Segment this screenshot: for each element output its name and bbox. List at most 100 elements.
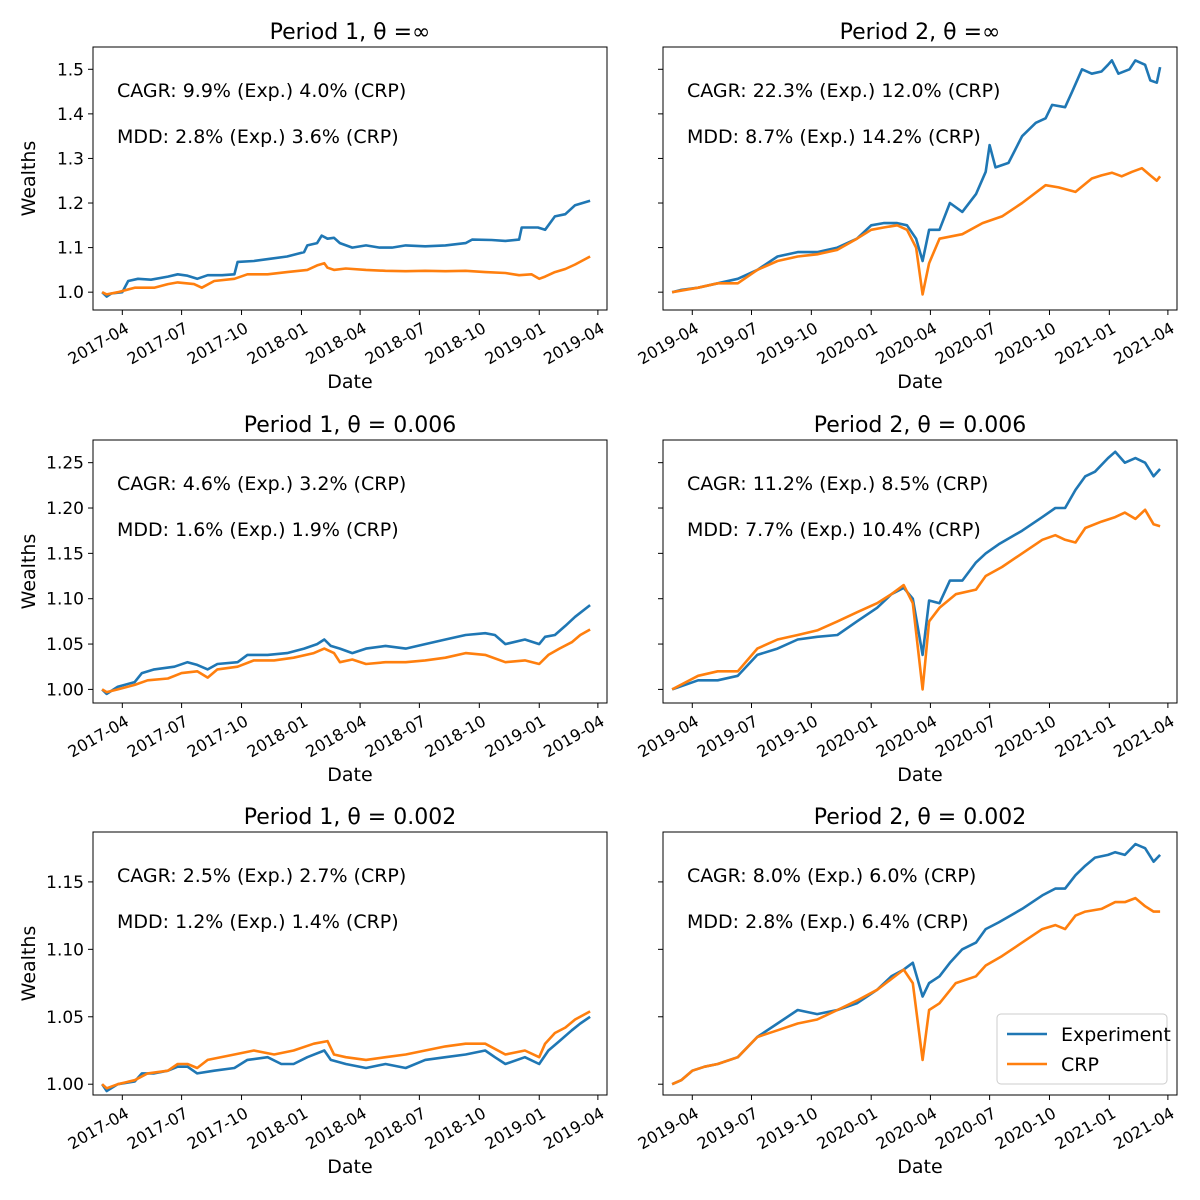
series-line-experiment xyxy=(101,199,591,298)
x-axis-label: Date xyxy=(897,1156,942,1178)
x-tick-label: 2019-10 xyxy=(754,318,821,368)
x-axis-label: Date xyxy=(327,1156,372,1178)
x-tick-label: 2020-01 xyxy=(814,1103,881,1153)
x-tick-label: 2018-04 xyxy=(302,1103,369,1153)
x-tick-label: 2017-04 xyxy=(65,1103,132,1153)
x-tick-label: 2019-01 xyxy=(482,1103,549,1153)
x-tick-label: 2021-04 xyxy=(1110,711,1177,761)
x-tick-label: 2020-04 xyxy=(873,318,940,368)
subplot-5: Period 1, θ = 0.002 1.00 1.05 1.10 1.15 Wealt… xyxy=(18,805,608,1178)
cagr-annotation: CAGR: 22.3% (Exp.) 12.0% (CRP) xyxy=(687,80,1000,102)
x-axis-label: Date xyxy=(897,371,942,393)
plot-frame xyxy=(662,831,1178,1096)
y-tick-label: 1.00 xyxy=(46,680,84,700)
x-axis-label: Date xyxy=(327,371,372,393)
x-tick-label: 2019-04 xyxy=(635,711,702,761)
x-tick-label: 2019-01 xyxy=(482,711,549,761)
series-line-crp xyxy=(671,508,1161,691)
mdd-annotation: MDD: 8.7% (Exp.) 14.2% (CRP) xyxy=(687,126,981,148)
subplot-title: Period 1, θ = 0.002 xyxy=(244,805,456,830)
x-tick-label: 2019-01 xyxy=(482,318,549,368)
y-tick-label: 1.0 xyxy=(57,283,84,303)
x-tick-label: 2018-07 xyxy=(362,1103,429,1153)
x-tick-label: 2020-07 xyxy=(932,1103,999,1153)
cagr-annotation: CAGR: 2.5% (Exp.) 2.7% (CRP) xyxy=(117,865,406,887)
y-tick-label: 1.5 xyxy=(57,60,84,80)
y-tick-label: 1.1 xyxy=(57,239,84,259)
subplot-1: Period 1, θ =∞ 1.0 1.1 1.2 1.3 1.4 1.5 Wealths 2… xyxy=(18,20,608,393)
plot-frame xyxy=(92,439,608,704)
y-tick-label: 1.05 xyxy=(46,635,84,655)
x-tick-label: 2019-04 xyxy=(540,1103,607,1153)
plot-frame xyxy=(662,46,1178,311)
x-tick-label: 2018-01 xyxy=(244,1103,311,1153)
x-tick-label: 2017-10 xyxy=(184,711,251,761)
subplot-title: Period 2, θ =∞ xyxy=(840,20,1001,45)
y-tick-label: 1.15 xyxy=(46,544,84,564)
x-tick-label: 2018-07 xyxy=(362,318,429,368)
x-tick-label: 2019-10 xyxy=(754,1103,821,1153)
x-tick-label: 2017-07 xyxy=(124,318,191,368)
subplot-title: Period 1, θ =∞ xyxy=(270,20,431,45)
subplot-6: Period 2, θ = 0.002 2019-042019-072019-10… xyxy=(635,805,1178,1178)
x-tick-label: 2019-04 xyxy=(635,318,702,368)
y-tick-label: 1.10 xyxy=(46,590,84,610)
x-tick-label: 2018-10 xyxy=(422,711,489,761)
x-tick-label: 2018-01 xyxy=(244,711,311,761)
plot-frame xyxy=(662,439,1178,704)
x-tick-label: 2019-07 xyxy=(694,711,761,761)
y-tick-label: 1.3 xyxy=(57,149,84,169)
subplot-3: Period 1, θ = 0.006 1.00 1.05 1.10 1.15 1.20 1… xyxy=(18,413,608,786)
mdd-annotation: MDD: 2.8% (Exp.) 6.4% (CRP) xyxy=(687,911,969,933)
x-tick-label: 2018-10 xyxy=(422,1103,489,1153)
y-axis-label: Wealths xyxy=(18,926,40,1002)
y-tick-label: 1.10 xyxy=(46,940,84,960)
series-line-crp xyxy=(101,255,591,296)
x-tick-label: 2020-07 xyxy=(932,318,999,368)
plot-frame xyxy=(92,46,608,311)
x-tick-label: 2017-04 xyxy=(65,711,132,761)
series-line-experiment xyxy=(101,1015,591,1093)
x-tick-label: 2017-07 xyxy=(124,711,191,761)
x-tick-label: 2019-04 xyxy=(540,711,607,761)
x-tick-label: 2017-04 xyxy=(65,318,132,368)
x-tick-label: 2020-10 xyxy=(992,711,1059,761)
x-tick-label: 2021-01 xyxy=(1052,711,1119,761)
plot-frame xyxy=(92,831,608,1096)
y-tick-label: 1.4 xyxy=(57,105,84,125)
x-tick-label: 2019-10 xyxy=(754,711,821,761)
cagr-annotation: CAGR: 9.9% (Exp.) 4.0% (CRP) xyxy=(117,80,406,102)
mdd-annotation: MDD: 1.2% (Exp.) 1.4% (CRP) xyxy=(117,911,399,933)
x-tick-label: 2017-10 xyxy=(184,1103,251,1153)
x-tick-label: 2021-01 xyxy=(1052,1103,1119,1153)
series-line-crp xyxy=(671,166,1162,296)
legend-box xyxy=(996,1013,1168,1085)
x-axis-label: Date xyxy=(897,764,942,786)
x-tick-label: 2019-04 xyxy=(540,318,607,368)
legend: Experiment CRP xyxy=(996,1013,1171,1085)
x-tick-label: 2018-07 xyxy=(362,711,429,761)
cagr-annotation: CAGR: 11.2% (Exp.) 8.5% (CRP) xyxy=(687,473,988,495)
x-tick-label: 2018-04 xyxy=(302,711,369,761)
y-tick-label: 1.15 xyxy=(46,873,84,893)
x-tick-label: 2020-10 xyxy=(992,318,1059,368)
x-tick-label: 2018-04 xyxy=(302,318,369,368)
y-tick-label: 1.20 xyxy=(46,499,84,519)
x-tick-label: 2017-07 xyxy=(124,1103,191,1153)
y-tick-label: 1.25 xyxy=(46,454,84,474)
x-tick-label: 2020-04 xyxy=(873,711,940,761)
x-tick-label: 2019-07 xyxy=(694,318,761,368)
y-tick-label: 1.05 xyxy=(46,1008,84,1028)
series-line-experiment xyxy=(671,59,1162,294)
cagr-annotation: CAGR: 4.6% (Exp.) 3.2% (CRP) xyxy=(117,473,406,495)
y-axis-label: Wealths xyxy=(18,141,40,217)
series-line-crp xyxy=(101,628,591,694)
cagr-annotation: CAGR: 8.0% (Exp.) 6.0% (CRP) xyxy=(687,865,976,887)
series-line-experiment xyxy=(101,604,591,696)
subplot-title: Period 2, θ = 0.006 xyxy=(814,413,1026,438)
x-tick-label: 2018-01 xyxy=(244,318,311,368)
series-line-crp xyxy=(671,896,1161,1086)
x-tick-label: 2021-01 xyxy=(1052,318,1119,368)
